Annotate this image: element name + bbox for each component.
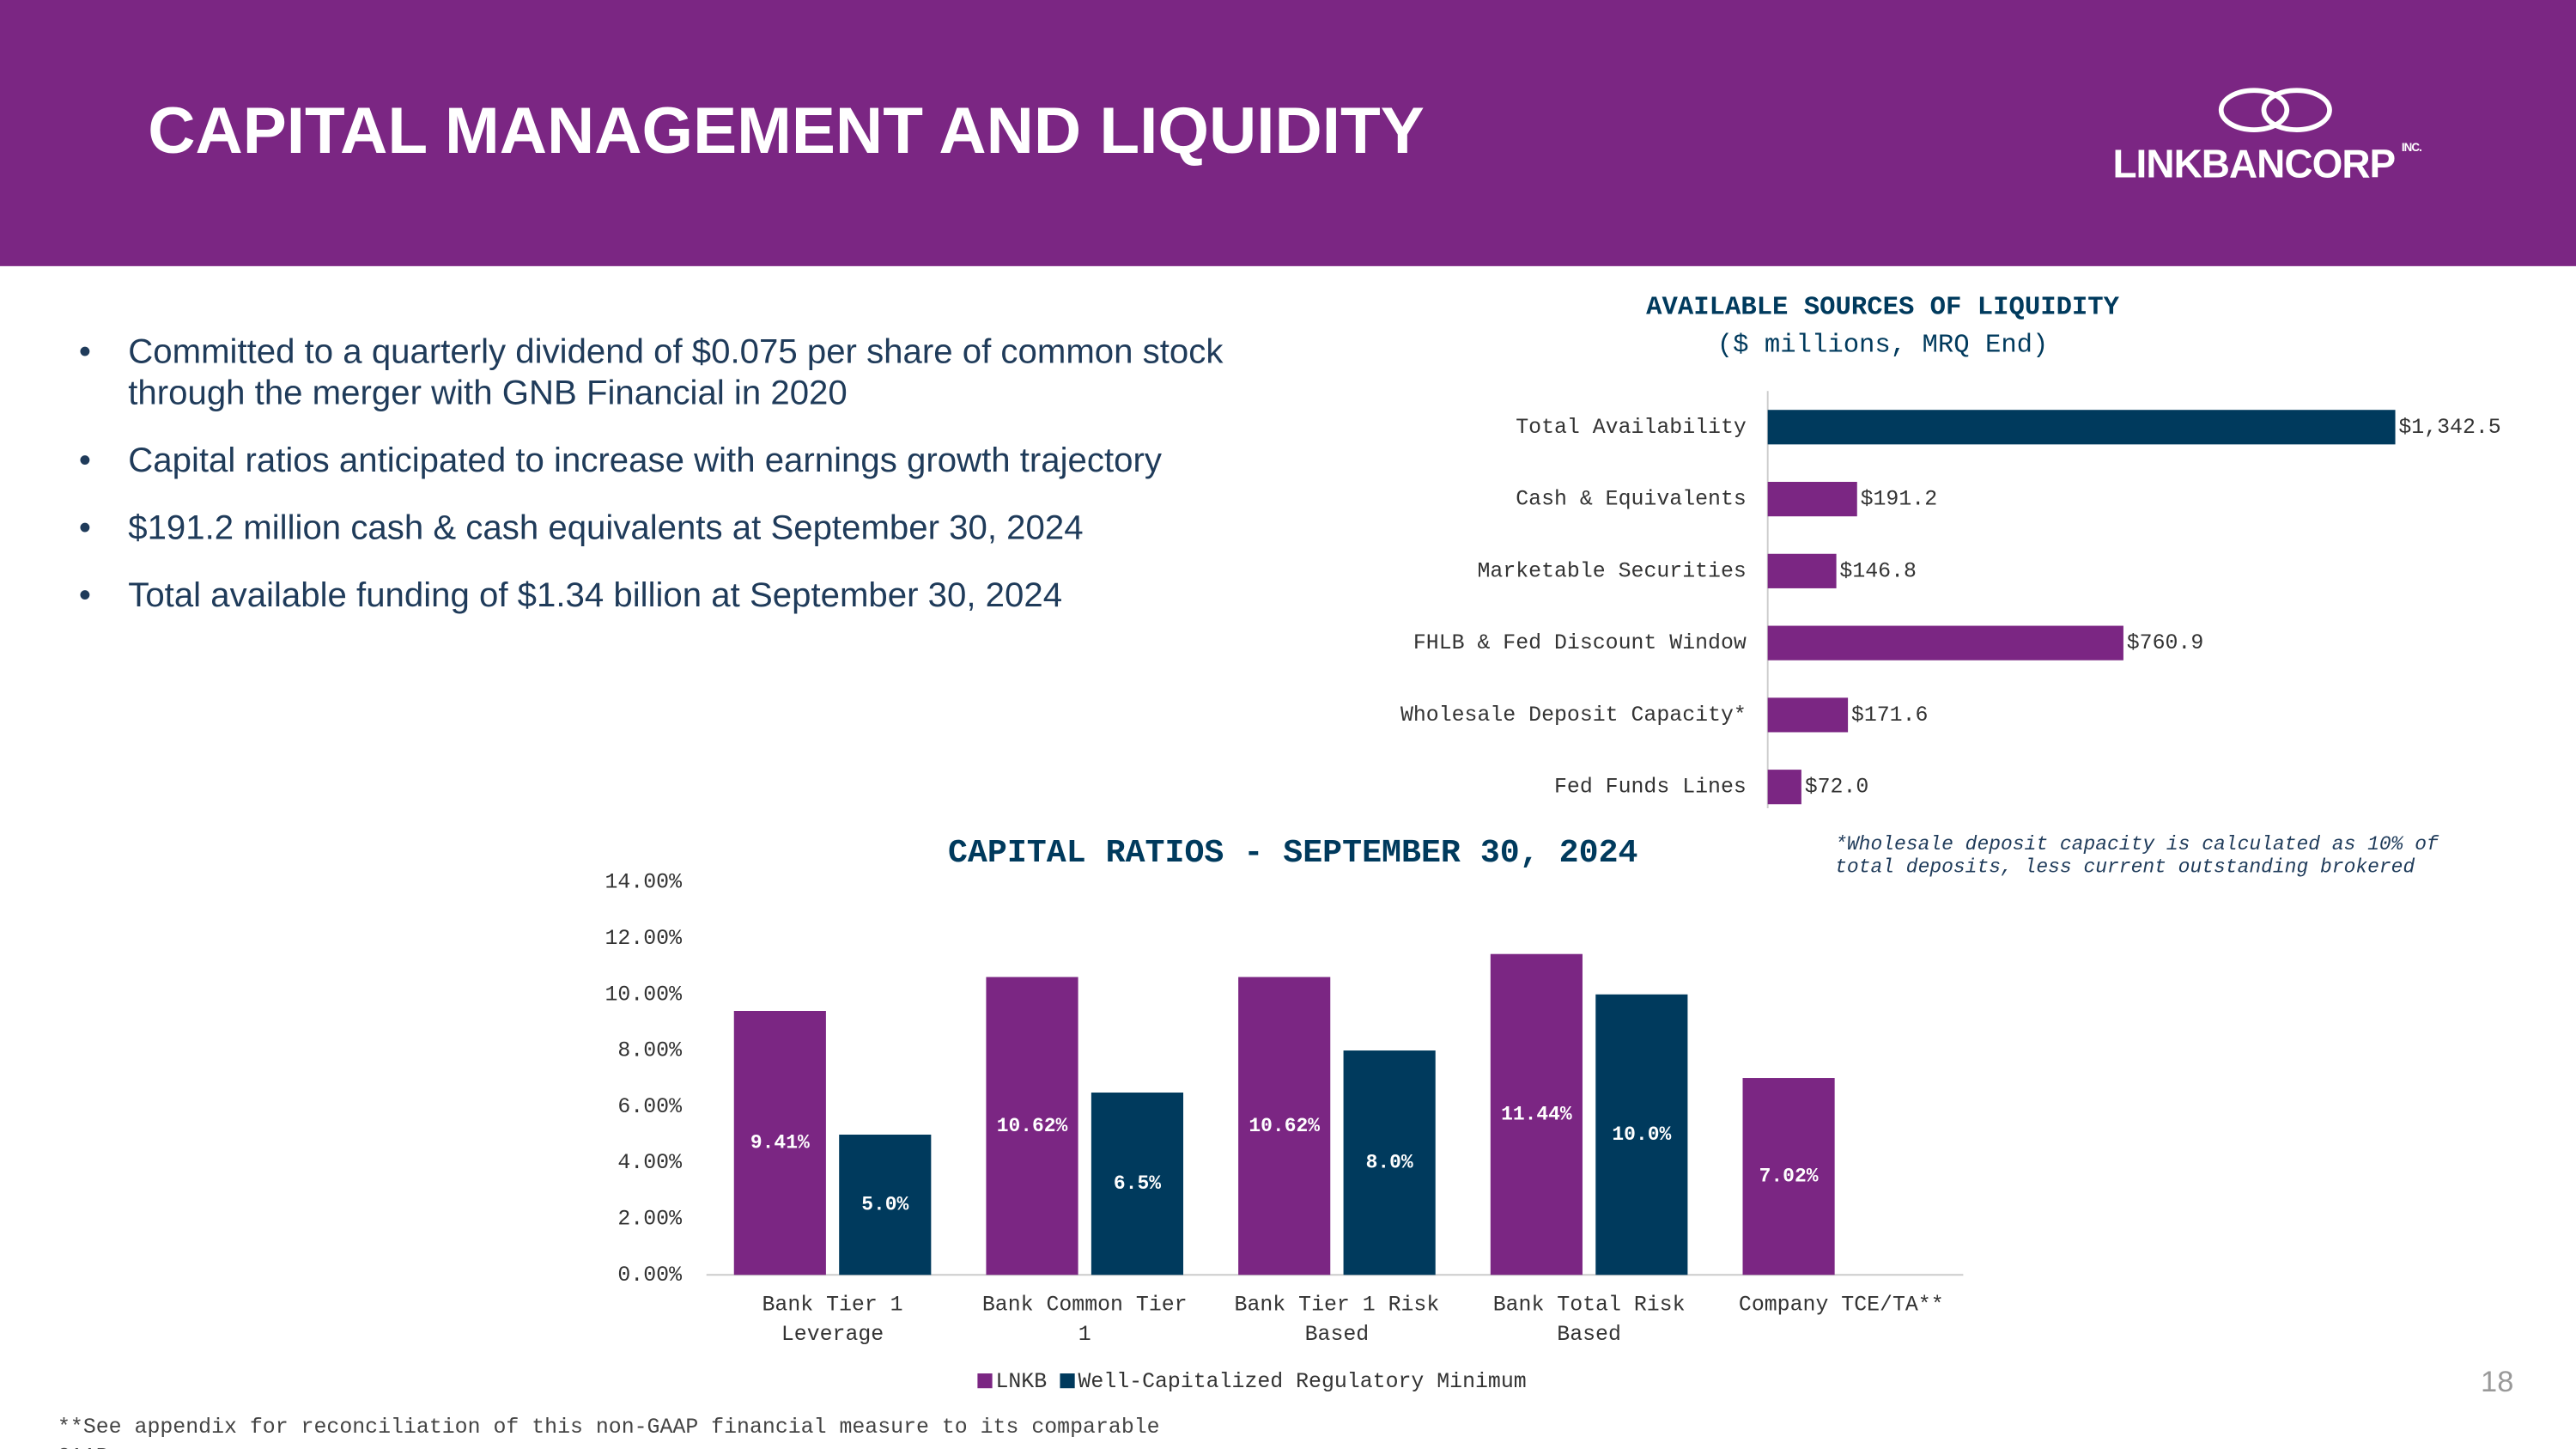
y-tick-label: 14.00% bbox=[605, 871, 682, 895]
logo-icon bbox=[2218, 88, 2332, 132]
legend-swatch bbox=[977, 1373, 993, 1389]
value-label: 9.41% bbox=[750, 1132, 810, 1154]
bar bbox=[1742, 1078, 1835, 1275]
bar bbox=[986, 977, 1078, 1275]
logo: LINKBANCORP INC. bbox=[2112, 143, 2421, 189]
x-tick-label: Bank Tier 1 Risk Based bbox=[1235, 1293, 1440, 1346]
slide-title: CAPITAL MANAGEMENT AND LIQUIDITY bbox=[148, 94, 1425, 168]
bar bbox=[1343, 1050, 1436, 1275]
value-label: 5.0% bbox=[861, 1194, 908, 1216]
bar bbox=[1091, 1093, 1184, 1275]
footnote: **See appendix for reconciliation of thi… bbox=[57, 1414, 1160, 1449]
x-tick-label: Bank Common Tier 1 bbox=[982, 1293, 1188, 1346]
bullet-list: Committed to a quarterly dividend of $0.… bbox=[79, 332, 1262, 642]
value-label: $191.2 bbox=[1861, 488, 1938, 512]
y-tick-label: 4.00% bbox=[617, 1151, 682, 1175]
bullet: Total available funding of $1.34 billion… bbox=[79, 575, 1262, 616]
bar bbox=[1238, 977, 1331, 1275]
bar bbox=[1490, 953, 1583, 1275]
category-label: FHLB & Fed Discount Window bbox=[1413, 631, 1747, 655]
y-tick-label: 6.00% bbox=[617, 1095, 682, 1119]
category-label: Fed Funds Lines bbox=[1554, 776, 1747, 800]
logo-suffix: INC. bbox=[2401, 143, 2422, 155]
bar bbox=[733, 1010, 826, 1275]
header-bar bbox=[0, 0, 2576, 266]
bullet: Capital ratios anticipated to increase w… bbox=[79, 441, 1262, 482]
value-label: $171.6 bbox=[1851, 703, 1929, 728]
y-tick-label: 12.00% bbox=[605, 927, 682, 951]
bar bbox=[1767, 770, 1801, 805]
bullet: $191.2 million cash & cash equivalents a… bbox=[79, 508, 1262, 549]
chart-note: *Wholesale deposit capacity is calculate… bbox=[1835, 832, 2439, 880]
category-label: Cash & Equivalents bbox=[1516, 488, 1747, 512]
value-label: 8.0% bbox=[1366, 1152, 1413, 1174]
y-tick-label: 10.00% bbox=[605, 983, 682, 1007]
legend-label: Well-Capitalized Regulatory Minimum bbox=[1078, 1370, 1526, 1394]
value-label: $146.8 bbox=[1839, 559, 1917, 583]
bullet: Committed to a quarterly dividend of $0.… bbox=[79, 332, 1262, 414]
value-label: 6.5% bbox=[1114, 1172, 1161, 1195]
chart-title: CAPITAL RATIOS - SEPTEMBER 30, 2024 bbox=[948, 835, 1638, 872]
bar bbox=[839, 1134, 932, 1275]
bar bbox=[1767, 410, 2396, 445]
value-label: 10.62% bbox=[1249, 1115, 1320, 1137]
legend-label: LNKB bbox=[995, 1370, 1047, 1394]
category-label: Total Availability bbox=[1516, 416, 1747, 440]
value-label: $760.9 bbox=[2127, 631, 2204, 655]
category-label: Wholesale Deposit Capacity* bbox=[1400, 703, 1747, 728]
bar bbox=[1767, 553, 1837, 588]
legend-swatch bbox=[1060, 1373, 1075, 1389]
chart-subtitle: ($ millions, MRQ End) bbox=[1717, 332, 2049, 361]
value-label: 10.62% bbox=[997, 1115, 1068, 1137]
bar bbox=[1767, 697, 1849, 733]
y-tick-label: 0.00% bbox=[617, 1263, 682, 1288]
bar bbox=[1767, 481, 1857, 517]
value-label: $1,342.5 bbox=[2398, 416, 2500, 440]
value-label: 7.02% bbox=[1759, 1166, 1819, 1188]
y-tick-label: 2.00% bbox=[617, 1208, 682, 1232]
x-tick-label: Company TCE/TA** bbox=[1739, 1293, 1944, 1317]
chart-title: AVAILABLE SOURCES OF LIQUIDITY bbox=[1646, 294, 2120, 323]
category-label: Marketable Securities bbox=[1477, 559, 1746, 583]
x-tick-label: Bank Tier 1 Leverage bbox=[762, 1293, 902, 1346]
logo-text: LINKBANCORP bbox=[2112, 143, 2396, 188]
page-number: 18 bbox=[2481, 1365, 2514, 1398]
value-label: 11.44% bbox=[1501, 1104, 1572, 1126]
x-tick-label: Bank Total Risk Based bbox=[1493, 1293, 1686, 1346]
bar bbox=[1767, 625, 2123, 661]
bar bbox=[1595, 994, 1688, 1275]
value-label: $72.0 bbox=[1805, 776, 1869, 800]
y-tick-label: 8.00% bbox=[617, 1039, 682, 1063]
value-label: 10.0% bbox=[1612, 1123, 1671, 1146]
